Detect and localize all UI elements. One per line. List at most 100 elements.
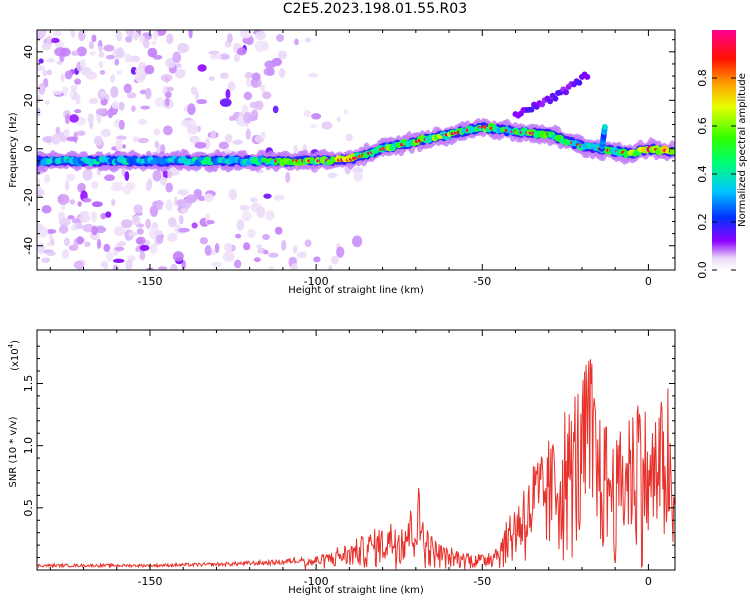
noise-blob	[89, 41, 94, 50]
noise-blob	[93, 135, 103, 146]
noise-blob	[236, 219, 245, 231]
noise-blob	[189, 135, 200, 144]
noise-blob	[91, 201, 103, 208]
noise-blob	[243, 242, 251, 251]
noise-blob	[152, 170, 162, 182]
noise-blob	[41, 205, 52, 214]
noise-blob	[199, 237, 208, 245]
noise-blob	[130, 66, 137, 75]
noise-blob	[260, 131, 266, 139]
noise-blob	[262, 91, 272, 100]
noise-blob	[41, 42, 52, 51]
heatmap-xtick-label: -150	[137, 275, 162, 288]
noise-blob	[66, 173, 76, 182]
noise-blob	[41, 257, 51, 263]
noise-blob	[352, 167, 364, 174]
noise-blob	[353, 171, 364, 182]
snr-line	[37, 359, 675, 570]
branch-blob	[552, 95, 559, 102]
noise-blob	[91, 181, 99, 190]
noise-blob	[115, 30, 123, 42]
noise-blob	[196, 99, 208, 105]
noise-blob	[77, 201, 82, 207]
noise-blob	[42, 69, 48, 77]
noise-blob	[255, 31, 267, 41]
snr-axes: -150 -100 -50 0 0.5 1.0 1.5	[22, 330, 675, 588]
noise-blob	[64, 180, 70, 192]
noise-blob	[343, 109, 349, 115]
noise-blob	[45, 229, 57, 234]
noise-blob	[160, 176, 168, 186]
noise-blob	[120, 219, 133, 229]
noise-blob	[164, 97, 170, 107]
noise-blob	[162, 170, 169, 179]
ridge-core	[670, 148, 675, 155]
noise-blob	[37, 107, 41, 117]
noise-blob	[204, 245, 212, 256]
noise-blob	[293, 144, 299, 154]
noise-blob	[224, 133, 233, 143]
noise-blob	[110, 184, 123, 192]
noise-blob	[137, 118, 148, 126]
noise-blob	[46, 251, 56, 257]
noise-blob	[225, 88, 231, 99]
noise-blob	[136, 236, 146, 245]
noise-blob	[124, 171, 130, 182]
noise-blob	[96, 238, 102, 249]
noise-blob	[118, 119, 125, 131]
colorbar-tick-label: 0.2	[696, 213, 709, 231]
noise-blob	[241, 211, 252, 222]
noise-blob	[97, 113, 102, 124]
heatmap-panel: -150 -100 -50 0 40 20 0 -20 -40 Height of straig…	[8, 29, 676, 296]
noise-blob	[50, 37, 60, 44]
noise-blob	[137, 137, 149, 144]
noise-blob	[278, 68, 286, 78]
noise-blob	[105, 250, 114, 262]
noise-blob	[145, 87, 152, 100]
noise-blob	[76, 130, 86, 136]
noise-blob	[136, 228, 144, 235]
colorbar-tick-label: 0.4	[696, 165, 709, 183]
colorbar-ticks: 0.0 0.2 0.4 0.6 0.8	[696, 69, 736, 279]
noise-blob	[116, 70, 122, 75]
noise-blob	[149, 205, 159, 217]
noise-blob	[37, 30, 47, 39]
noise-blob	[206, 220, 215, 225]
heatmap-xtick-label: -50	[473, 275, 491, 288]
noise-blob	[95, 226, 107, 234]
noise-blob	[336, 116, 342, 122]
heatmap-plot-area	[37, 30, 675, 270]
noise-blob	[303, 109, 311, 118]
noise-blob	[71, 218, 81, 224]
noise-blob	[268, 252, 279, 258]
noise-blob	[60, 204, 66, 211]
noise-blob	[79, 59, 86, 69]
noise-blob	[285, 171, 291, 184]
noise-blob	[188, 30, 193, 39]
noise-blob	[228, 115, 235, 121]
noise-blob	[132, 31, 140, 41]
colorbar-tick-label: 0.6	[696, 117, 709, 135]
heatmap-frame	[36, 29, 676, 271]
noise-blob	[330, 255, 339, 265]
colorbar-label: Normalized spectral amplitude	[737, 73, 748, 227]
branch-blob	[584, 73, 591, 80]
noise-blob	[133, 204, 143, 214]
noise-blob	[37, 177, 40, 186]
noise-blob	[90, 210, 97, 223]
noise-blob	[236, 47, 247, 56]
noise-blob	[91, 225, 98, 236]
noise-blob	[149, 243, 158, 255]
noise-blob	[250, 197, 258, 203]
noise-blob	[110, 86, 119, 98]
noise-blob	[64, 70, 73, 80]
noise-blob	[100, 128, 112, 138]
noise-blob	[134, 72, 146, 83]
branch-blob	[563, 89, 570, 96]
noise-blob	[211, 261, 223, 268]
noise-blob	[227, 33, 233, 44]
noise-blob	[166, 33, 174, 45]
noise-blob	[235, 233, 242, 239]
noise-blob	[167, 170, 173, 179]
